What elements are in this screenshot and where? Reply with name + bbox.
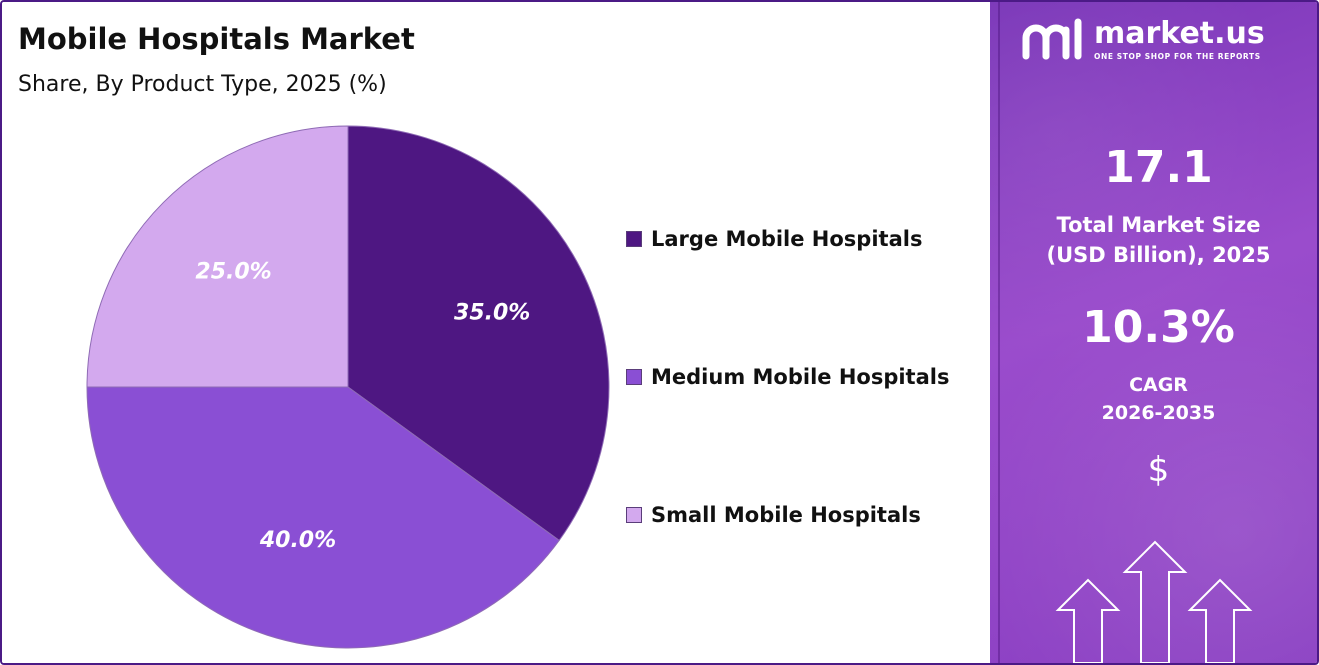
legend-swatch xyxy=(626,507,642,523)
pie-data-label: 40.0% xyxy=(259,528,336,553)
summary-panel: market.us ONE STOP SHOP FOR THE REPORTS … xyxy=(990,2,1317,663)
legend-item: Medium Mobile Hospitals xyxy=(626,365,949,389)
market-us-logo-icon xyxy=(1022,18,1082,60)
growth-arrows-icon xyxy=(1055,540,1253,663)
pie-data-label: 25.0% xyxy=(195,260,271,285)
chart-subtitle: Share, By Product Type, 2025 (%) xyxy=(18,72,387,97)
legend-label: Medium Mobile Hospitals xyxy=(651,365,950,389)
legend-item: Large Mobile Hospitals xyxy=(626,227,922,251)
pie-slice-large-mobile-hospitals xyxy=(347,125,610,542)
brand-tagline: ONE STOP SHOP FOR THE REPORTS xyxy=(1094,51,1261,61)
market-size-value: 17.1 xyxy=(1104,142,1213,193)
pie-slice-small-mobile-hospitals xyxy=(86,125,349,388)
legend-label: Small Mobile Hospitals xyxy=(651,503,921,527)
brand: market.us ONE STOP SHOP FOR THE REPORTS xyxy=(1020,16,1265,62)
legend-label: Large Mobile Hospitals xyxy=(651,227,923,251)
chart-title: Mobile Hospitals Market xyxy=(18,22,415,56)
chart-panel: Mobile Hospitals Market Share, By Produc… xyxy=(2,2,990,663)
dollar-icon: $ xyxy=(1147,450,1170,490)
cagr-value: 10.3% xyxy=(1082,302,1235,353)
pie-chart: 35.0% 40.0% 25.0% xyxy=(86,125,610,649)
brand-name: market.us xyxy=(1094,15,1265,51)
pie-slice-medium-mobile-hospitals xyxy=(86,386,560,649)
cagr-period: 2026-2035 xyxy=(1101,402,1216,424)
market-size-caption-line2: (USD Billion), 2025 xyxy=(1046,243,1271,267)
cagr-caption: CAGR xyxy=(1129,374,1188,396)
legend-swatch xyxy=(626,231,642,247)
legend-swatch xyxy=(626,369,642,385)
legend-item: Small Mobile Hospitals xyxy=(626,503,921,527)
market-size-caption-line1: Total Market Size xyxy=(1056,213,1261,237)
pie-data-label: 35.0% xyxy=(454,301,530,326)
